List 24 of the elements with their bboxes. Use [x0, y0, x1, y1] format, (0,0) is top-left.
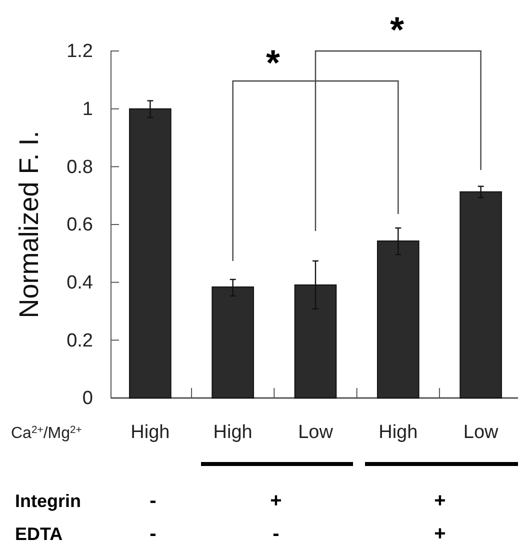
- text: +: [270, 490, 282, 512]
- text: +: [434, 523, 446, 545]
- y-tick-label: 0.6: [66, 214, 93, 236]
- annotation: *: [266, 42, 280, 83]
- text: -: [150, 490, 156, 512]
- text: EDTA: [15, 524, 63, 544]
- y-tick-label: 0.4: [66, 272, 94, 294]
- text: *: [390, 9, 404, 50]
- x-tick-label: Low: [463, 422, 499, 443]
- text: +: [434, 490, 446, 512]
- y-tick-label: 0: [82, 388, 93, 410]
- text: -: [272, 523, 280, 545]
- x-tick-label: High: [130, 422, 170, 443]
- y-tick-label: 1: [82, 98, 93, 120]
- y-axis-title: Normalized F. I.: [14, 130, 44, 318]
- y-tick-label: 0.2: [66, 330, 93, 352]
- y-tick-label: 0.8: [66, 156, 93, 178]
- x-tick-label: High: [378, 422, 418, 443]
- x-tick-label: Low: [298, 422, 334, 443]
- x-tick-label: High: [213, 422, 252, 443]
- text: Integrin: [15, 491, 81, 511]
- x-axis-title: Ca$^{2+}$/Mg$^{2+}$: [11, 424, 82, 442]
- y-tick-label: 1.2: [66, 41, 93, 62]
- text: -: [150, 523, 156, 545]
